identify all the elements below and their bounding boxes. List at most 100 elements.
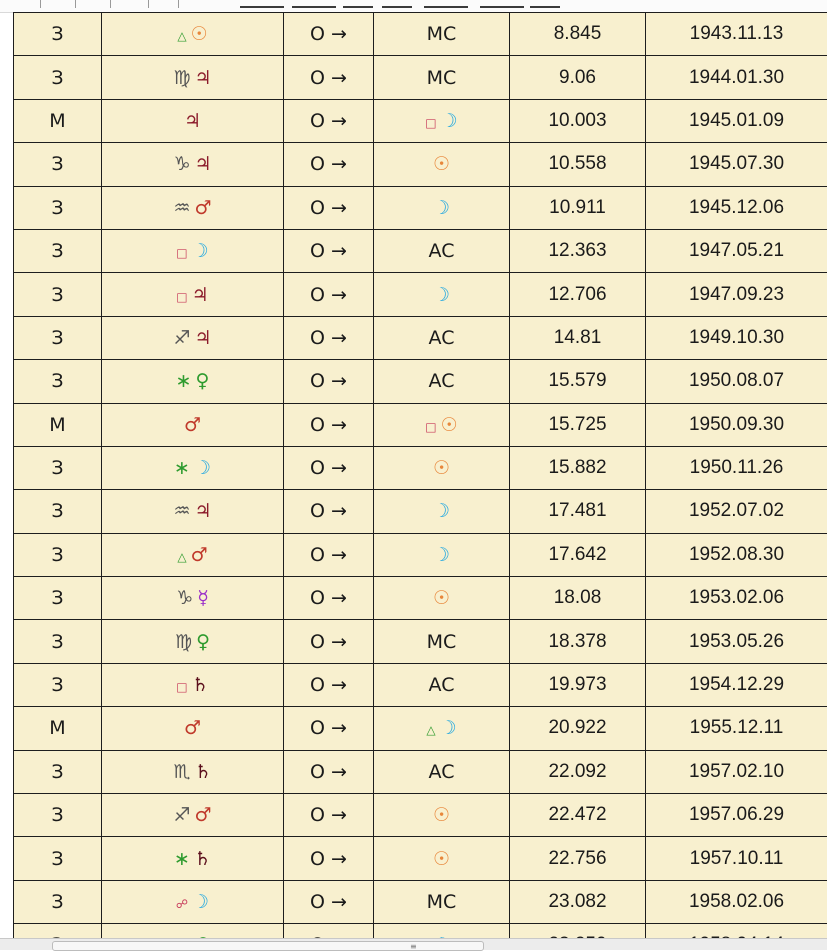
- capricorn-icon: ♑: [173, 155, 190, 174]
- point-type-cell: З: [14, 143, 102, 186]
- significator-cell: □☉: [374, 403, 510, 446]
- trine-icon: △: [177, 551, 186, 563]
- significator-cell: ☽: [374, 533, 510, 576]
- toolbar-tab[interactable]: [480, 6, 524, 8]
- moon-icon: ☽: [192, 893, 209, 912]
- scrollbar-thumb[interactable]: [52, 941, 484, 951]
- direction-cell: O →: [284, 837, 374, 880]
- aquarius-icon: ♒: [173, 502, 190, 521]
- direction-cell: O →: [284, 403, 374, 446]
- significator-cell: ☉: [374, 446, 510, 489]
- direction-cell: O →: [284, 707, 374, 750]
- promissor-cell: □♃: [102, 273, 284, 316]
- significator-cell: ☉: [374, 794, 510, 837]
- significator-cell: ☉: [374, 577, 510, 620]
- trine-icon: △: [426, 724, 435, 736]
- sun-icon: ☉: [433, 806, 450, 825]
- significator-cell: ☉: [374, 837, 510, 880]
- saturn-icon: ♄: [194, 850, 211, 869]
- square-icon: □: [425, 421, 436, 433]
- point-type-cell: З: [14, 316, 102, 359]
- significator-cell: ☽: [374, 186, 510, 229]
- significator-cell: AC: [374, 663, 510, 706]
- promissor-cell: ♐♃: [102, 316, 284, 359]
- point-type-cell: З: [14, 490, 102, 533]
- promissor-cell: ∗♄: [102, 837, 284, 880]
- significator-cell: ☽: [374, 924, 510, 938]
- date-cell: 1952.08.30: [646, 533, 827, 576]
- square-icon: □: [176, 247, 187, 259]
- jupiter-icon: ♃: [184, 112, 201, 131]
- toolbar-tab[interactable]: [240, 6, 284, 8]
- sextile-icon: ∗: [174, 850, 190, 869]
- promissor-cell: □☽: [102, 229, 284, 272]
- point-type-cell: З: [14, 446, 102, 489]
- direction-cell: O →: [284, 446, 374, 489]
- age-cell: 12.363: [510, 229, 646, 272]
- age-cell: 9.06: [510, 56, 646, 99]
- venus-icon: ♀: [196, 633, 210, 652]
- toolbar-divider: [40, 0, 41, 8]
- point-type-cell: З: [14, 750, 102, 793]
- sun-icon: ☉: [433, 155, 450, 174]
- age-cell: 8.845: [510, 13, 646, 56]
- age-cell: 19.973: [510, 663, 646, 706]
- table-row[interactable]: З♒♀O →☽23.2501958.04.14: [14, 924, 827, 938]
- promissor-cell: ♒♃: [102, 490, 284, 533]
- age-cell: 22.472: [510, 794, 646, 837]
- significator-cell: AC: [374, 360, 510, 403]
- date-cell: 1945.01.09: [646, 99, 827, 142]
- promissor-cell: ♒♂: [102, 186, 284, 229]
- age-cell: 23.250: [510, 924, 646, 938]
- promissor-cell: ♂: [102, 707, 284, 750]
- date-cell: 1950.11.26: [646, 446, 827, 489]
- point-type-cell: З: [14, 273, 102, 316]
- promissor-cell: ♃: [102, 99, 284, 142]
- age-cell: 20.922: [510, 707, 646, 750]
- toolbar-tab[interactable]: [343, 6, 373, 8]
- sun-icon: ☉: [441, 416, 458, 435]
- toolbar-tab[interactable]: [424, 6, 468, 8]
- point-type-cell: M: [14, 707, 102, 750]
- toolbar-tab[interactable]: [292, 6, 336, 8]
- significator-cell: MC: [374, 620, 510, 663]
- date-cell: 1944.01.30: [646, 56, 827, 99]
- moon-icon: ☽: [194, 459, 211, 478]
- point-type-cell: З: [14, 56, 102, 99]
- scorpio-icon: ♏: [173, 763, 190, 782]
- date-cell: 1947.09.23: [646, 273, 827, 316]
- age-cell: 17.642: [510, 533, 646, 576]
- significator-cell: MC: [374, 56, 510, 99]
- toolbar-tab[interactable]: [530, 6, 560, 8]
- direction-cell: O →: [284, 143, 374, 186]
- promissor-cell: ♍♀: [102, 620, 284, 663]
- venus-icon: ♀: [196, 372, 210, 391]
- toolbar-divider: [110, 0, 111, 8]
- direction-cell: O →: [284, 360, 374, 403]
- toolbar-tab[interactable]: [382, 6, 412, 8]
- point-type-cell: M: [14, 403, 102, 446]
- promissor-cell: ♂: [102, 403, 284, 446]
